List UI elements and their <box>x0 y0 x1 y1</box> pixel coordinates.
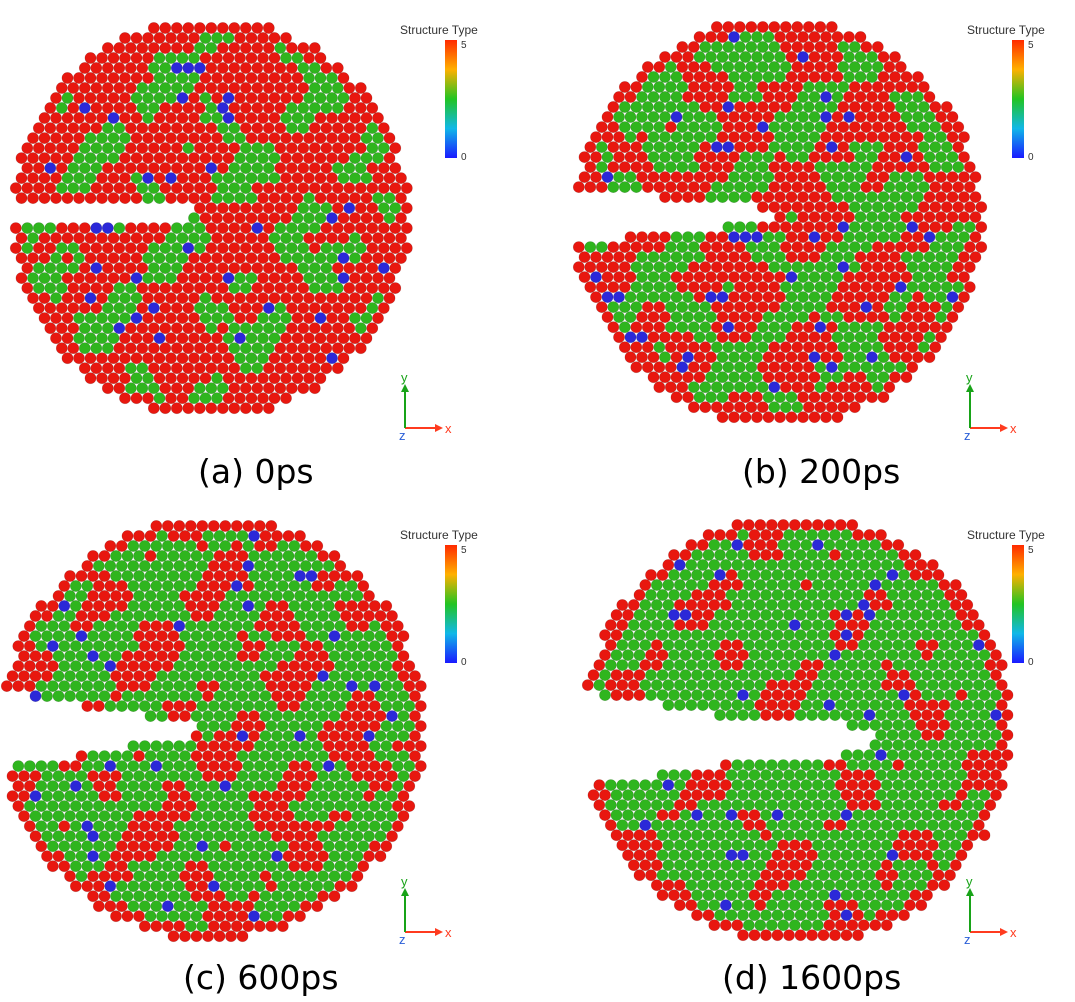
y-axis-label: y <box>401 874 408 889</box>
legend-max-label: 5 <box>1028 545 1034 556</box>
legend-max-label: 5 <box>1028 40 1034 51</box>
legend-title: Structure Type <box>967 23 1045 37</box>
legend-title: Structure Type <box>400 23 478 37</box>
z-axis-label: z <box>399 932 406 947</box>
z-axis-label: z <box>399 428 406 443</box>
x-axis-label: x <box>445 421 452 436</box>
panel-b: Structure Type 5 0 x y z (b) 200ps <box>537 0 1075 500</box>
y-axis-label: y <box>966 874 973 889</box>
x-axis-label: x <box>445 925 452 940</box>
caption-c: (c) 600ps <box>183 958 339 997</box>
legend-colorbar <box>1012 40 1024 158</box>
legend-title: Structure Type <box>400 528 478 542</box>
caption-d: (d) 1600ps <box>722 958 902 997</box>
legend-min-label: 0 <box>461 657 467 668</box>
atom-structure-image-c: Structure Type 5 0 x y z <box>0 520 478 947</box>
axis-triad: x y z <box>964 874 1017 947</box>
legend-colorbar <box>445 40 457 158</box>
legend-title: Structure Type <box>967 528 1045 542</box>
y-axis-label: y <box>966 370 973 385</box>
caption-b: (b) 200ps <box>742 452 901 491</box>
legend-min-label: 0 <box>1028 657 1034 668</box>
atom-disc <box>0 520 427 943</box>
panel-c: Structure Type 5 0 x y z (c) 600ps <box>0 500 537 1002</box>
legend-max-label: 5 <box>461 40 467 51</box>
legend-colorbar <box>1012 545 1024 663</box>
legend-max-label: 5 <box>461 545 467 556</box>
structure-type-legend: Structure Type 5 0 <box>967 528 1045 668</box>
axis-triad: x y z <box>399 874 452 947</box>
structure-type-legend: Structure Type 5 0 <box>400 528 478 668</box>
panel-d: Structure Type 5 0 x y z (d) 1600ps <box>537 500 1075 1002</box>
legend-min-label: 0 <box>1028 152 1034 163</box>
legend-min-label: 0 <box>461 152 467 163</box>
axis-triad: x y z <box>964 370 1017 443</box>
legend-colorbar <box>445 545 457 663</box>
atom-structure-image-b: Structure Type 5 0 x y z <box>572 21 1045 443</box>
atom-structure-image-d: Structure Type 5 0 x y z <box>581 519 1045 947</box>
atom-disc <box>9 22 413 415</box>
z-axis-label: z <box>964 932 971 947</box>
atom-disc <box>572 21 988 424</box>
atom-structure-image-a: Structure Type 5 0 x y z <box>9 22 478 443</box>
structure-type-legend: Structure Type 5 0 <box>400 23 478 163</box>
x-axis-label: x <box>1010 421 1017 436</box>
x-axis-label: x <box>1010 925 1017 940</box>
atom-disc <box>581 519 1014 942</box>
axis-triad: x y z <box>399 370 452 443</box>
panel-a: Structure Type 5 0 x y z (a) 0ps <box>0 0 537 500</box>
structure-type-legend: Structure Type 5 0 <box>967 23 1045 163</box>
caption-a: (a) 0ps <box>198 452 314 491</box>
z-axis-label: z <box>964 428 971 443</box>
y-axis-label: y <box>401 370 408 385</box>
